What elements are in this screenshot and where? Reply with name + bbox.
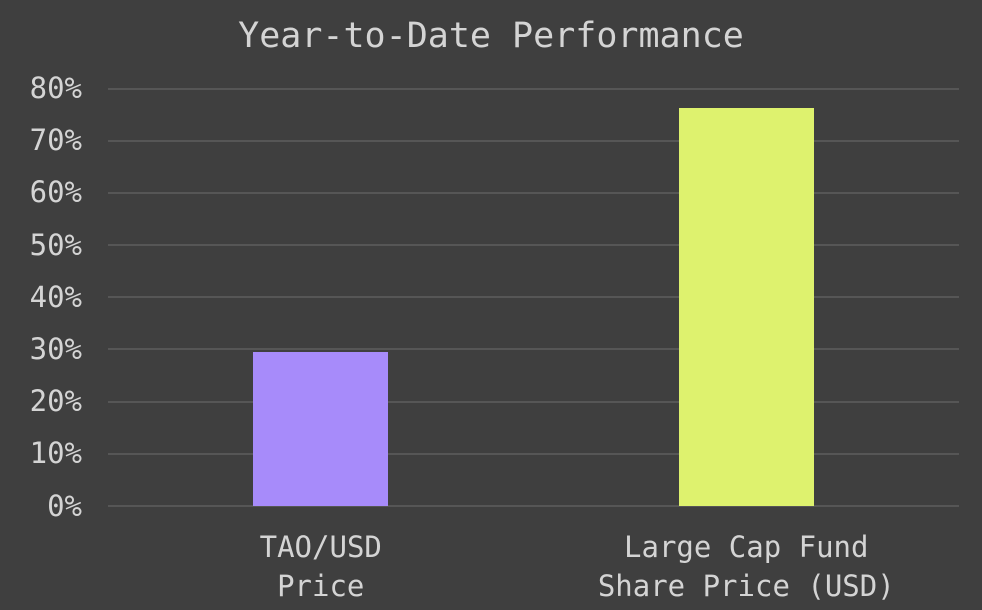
y-tick-label: 40% [29,279,82,314]
y-tick-label: 20% [29,384,82,419]
y-tick-label: 30% [29,331,82,366]
bar-large-cap-fund-share-price-usd [678,108,814,506]
gridline [108,244,959,247]
y-tick-label: 50% [29,227,82,262]
gridline [108,191,959,194]
gridline [108,87,959,90]
y-tick-label: 10% [29,436,82,471]
gridline [108,348,959,351]
y-tick-label: 80% [29,71,82,106]
gridline [108,139,959,142]
chart-title: Year-to-Date Performance [238,16,744,56]
y-tick-label: 60% [29,175,82,210]
y-tick-label: 70% [29,123,82,158]
x-tick-label: TAO/USD Price [259,530,382,603]
gridline [108,400,959,403]
x-tick-label: Large Cap Fund Share Price (USD) [597,530,895,603]
gridline [108,452,959,455]
y-tick-label: 0% [47,488,82,523]
gridline [108,296,959,299]
gridline [108,505,959,507]
bar-tao-usd-price [253,352,389,506]
